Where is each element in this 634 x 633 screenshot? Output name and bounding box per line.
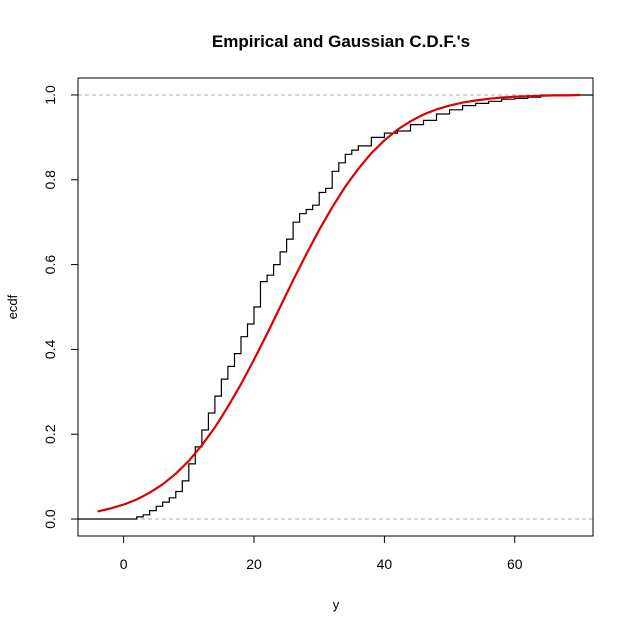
y-tick-label: 0.8 bbox=[42, 170, 58, 190]
plot-frame bbox=[77, 77, 594, 537]
y-tick-label: 1.0 bbox=[42, 85, 58, 105]
series-gaussian bbox=[97, 93, 581, 513]
x-tick-label: 0 bbox=[120, 556, 128, 572]
gaussian-cdf-line bbox=[97, 93, 581, 513]
series-ecdf bbox=[78, 94, 593, 520]
y-axis-label: ecdf bbox=[5, 294, 20, 319]
x-tick-label: 20 bbox=[246, 556, 262, 572]
x-axis: 0 20 40 60 bbox=[120, 535, 523, 572]
y-tick-label: 0.0 bbox=[42, 509, 58, 529]
y-tick-label: 0.6 bbox=[42, 255, 58, 275]
x-tick-label: 40 bbox=[377, 556, 393, 572]
y-tick-label: 0.4 bbox=[42, 339, 58, 359]
y-axis: 0.0 0.2 0.4 0.6 0.8 1.0 bbox=[42, 85, 79, 529]
ecdf-step-line bbox=[78, 94, 593, 520]
x-tick-label: 60 bbox=[507, 556, 523, 572]
chart-title: Empirical and Gaussian C.D.F.'s bbox=[212, 32, 470, 51]
reference-lines bbox=[78, 94, 593, 520]
y-tick-label: 0.2 bbox=[42, 424, 58, 444]
x-axis-label: y bbox=[333, 597, 340, 612]
